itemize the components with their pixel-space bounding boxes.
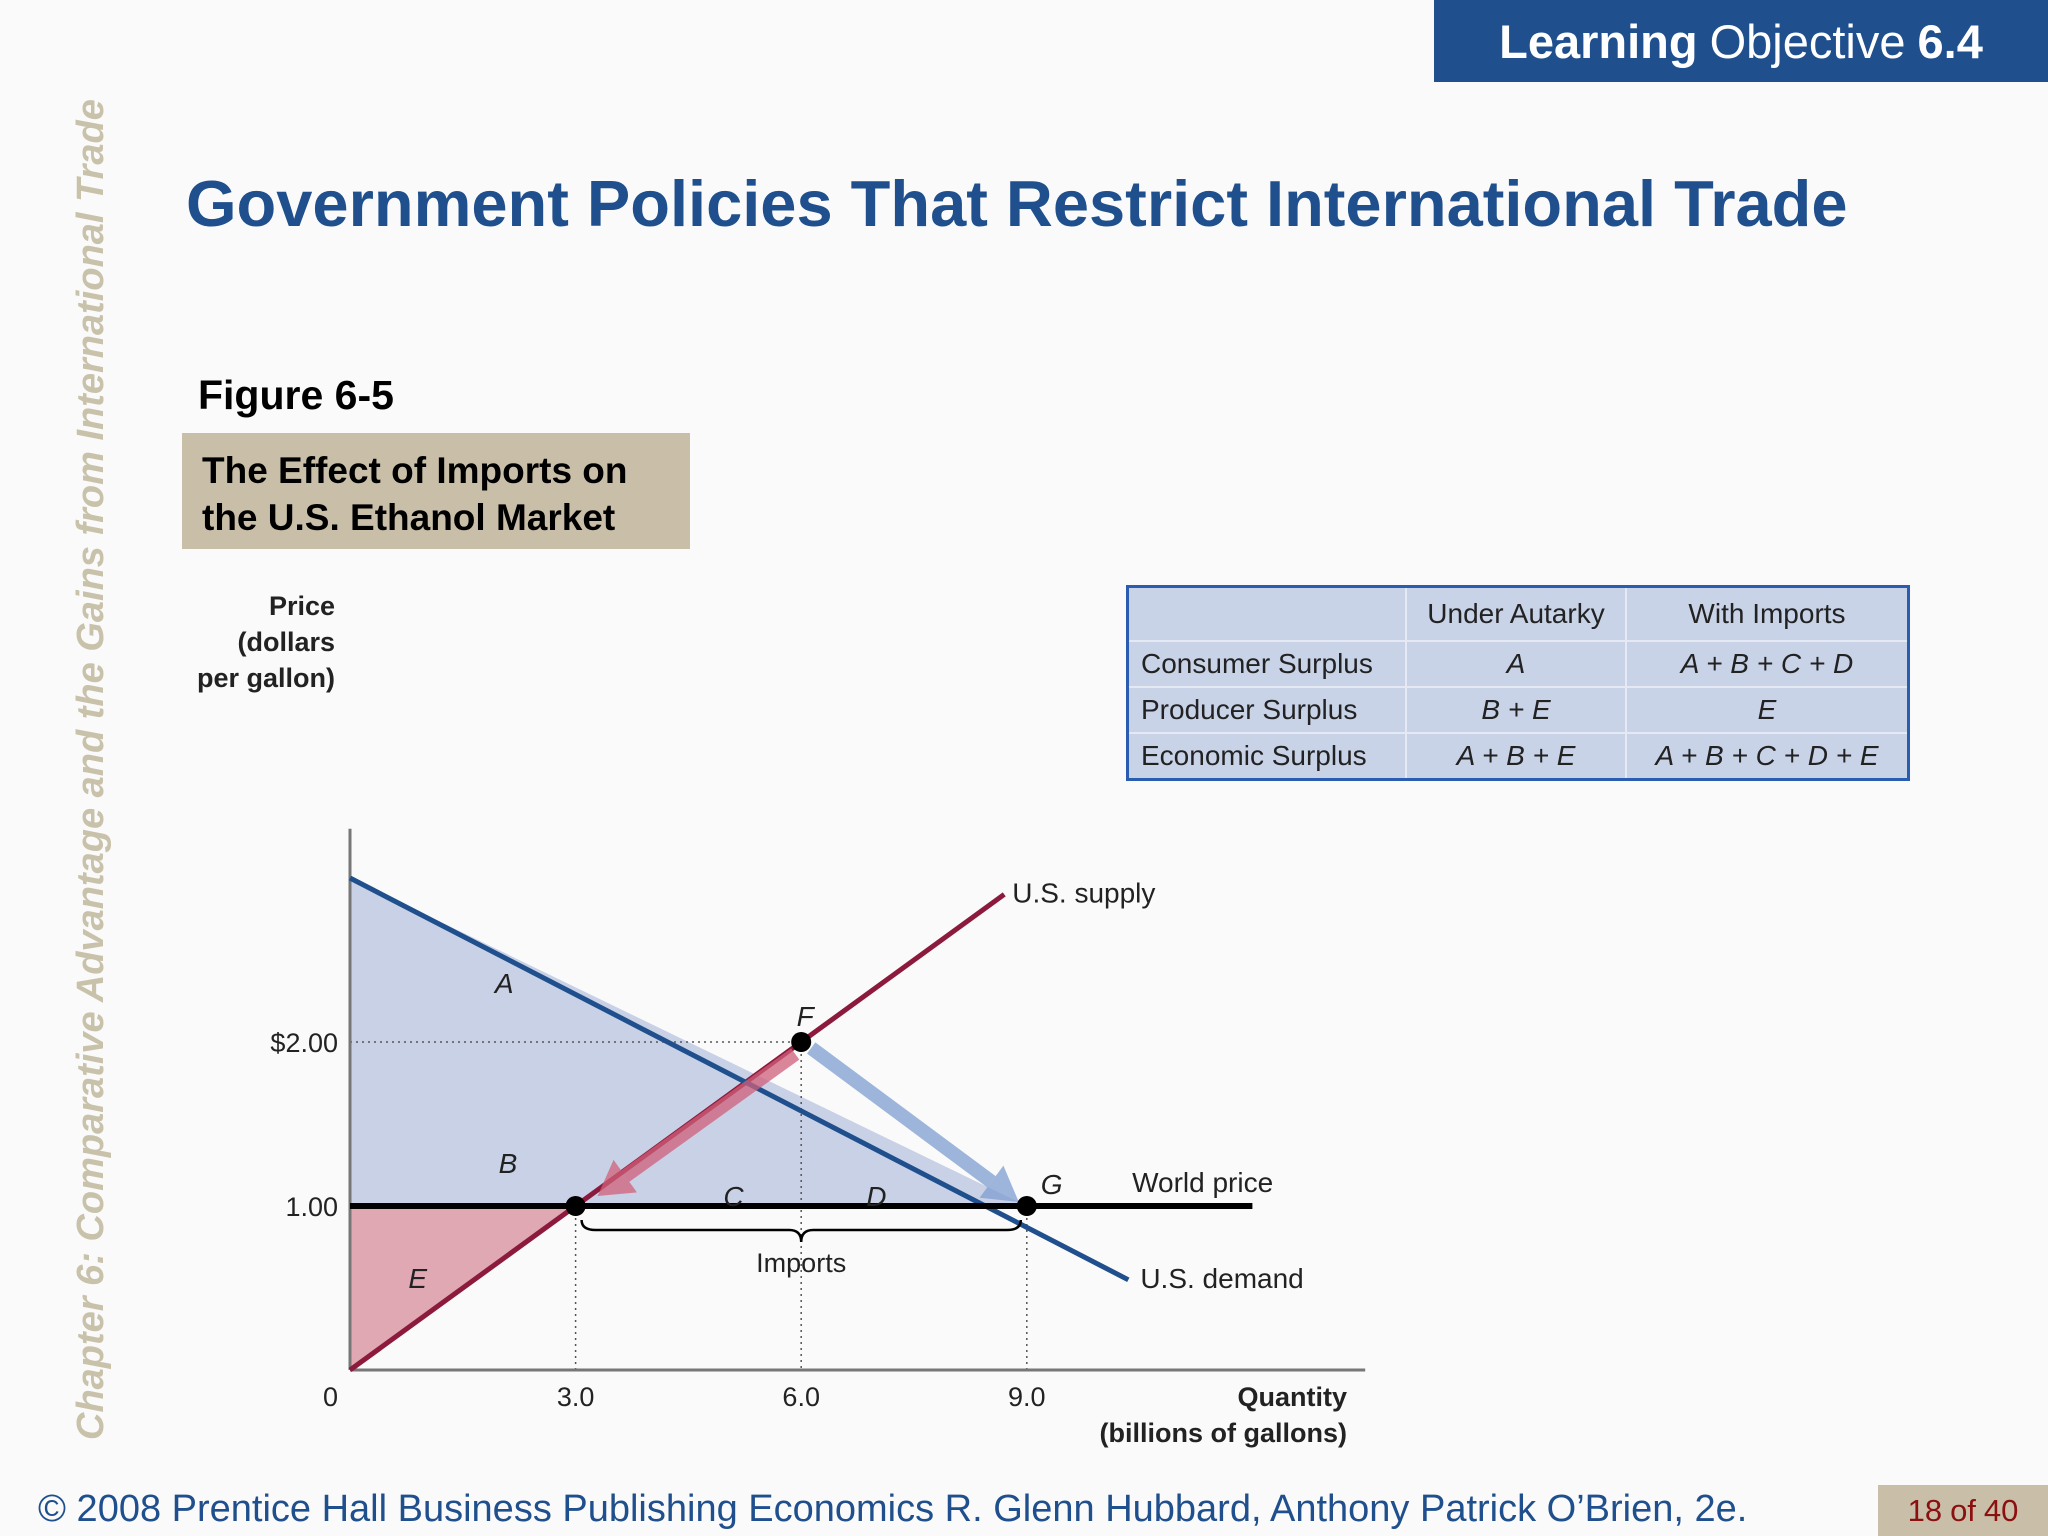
table-header-cell: Under Autarky	[1405, 585, 1627, 642]
equilibrium-point	[1016, 1196, 1037, 1216]
y-axis-title: per gallon)	[197, 663, 335, 693]
supply-move-arrow-head	[597, 1159, 637, 1196]
lo-bold-word: Learning	[1499, 14, 1698, 68]
row-label: Producer Surplus	[1126, 686, 1407, 734]
table-cell: E	[1625, 686, 1910, 734]
table-cell: A + B + C + D	[1625, 640, 1910, 688]
table-cell: A	[1405, 640, 1627, 688]
table-header-row: Under Autarky With Imports	[1126, 585, 1910, 642]
row-label: Economic Surplus	[1126, 732, 1407, 781]
table-row: Economic Surplus A + B + E A + B + C + D…	[1126, 732, 1910, 781]
lo-number: 6.4	[1917, 14, 1983, 68]
page-current: 18	[1907, 1492, 1943, 1528]
x-axis-title: (billions of gallons)	[1100, 1418, 1347, 1448]
caption-line-1: The Effect of Imports on	[202, 450, 628, 491]
figure-caption: The Effect of Imports on the U.S. Ethano…	[182, 433, 690, 549]
consumer-surplus-area	[350, 878, 1027, 1206]
area-label-b: B	[499, 1148, 518, 1179]
slide-title: Government Policies That Restrict Intern…	[186, 167, 1848, 240]
row-label: Consumer Surplus	[1126, 640, 1407, 688]
supply-label: U.S. supply	[1012, 877, 1155, 908]
table-header-cell	[1126, 585, 1407, 642]
demand-label: U.S. demand	[1140, 1263, 1303, 1294]
demand-curve	[348, 875, 1130, 1283]
x-tick-label: 6.0	[782, 1382, 820, 1412]
table-row: Producer Surplus B + E E	[1126, 686, 1910, 734]
y-axis-title: Price	[269, 591, 335, 621]
y-tick-label: 1.00	[285, 1192, 338, 1222]
surplus-table: Under Autarky With Imports Consumer Surp…	[1126, 585, 1910, 781]
page-of: of	[1950, 1492, 1976, 1528]
learning-objective-badge: Learning Objective 6.4	[1434, 0, 2048, 82]
table-cell: B + E	[1405, 686, 1627, 734]
x-tick-label: 3.0	[557, 1382, 595, 1412]
table-cell: A + B + C + D + E	[1625, 732, 1910, 781]
demand-move-arrow	[807, 1042, 996, 1188]
supply-move-arrow	[621, 1048, 800, 1182]
area-label-c: C	[723, 1181, 744, 1212]
table-row: Consumer Surplus A A + B + C + D	[1126, 640, 1910, 688]
y-tick-label: $2.00	[270, 1028, 338, 1058]
figure-number: Figure 6-5	[198, 372, 394, 418]
y-axis-title: (dollars	[237, 627, 335, 657]
equilibrium-point	[791, 1032, 812, 1052]
origin-label: 0	[323, 1382, 338, 1412]
page-indicator: 18 of 40	[1878, 1485, 2048, 1536]
caption-line-2: the U.S. Ethanol Market	[202, 497, 616, 538]
point-f-label: F	[797, 1001, 816, 1032]
area-label-a: A	[493, 968, 514, 999]
equilibrium-point	[565, 1196, 586, 1216]
x-axis-title: Quantity	[1237, 1382, 1347, 1412]
chapter-side-title: Chapter 6: Comparative Advantage and the…	[70, 99, 112, 1440]
imports-label: Imports	[756, 1248, 846, 1278]
table-header-cell: With Imports	[1625, 585, 1910, 642]
area-label-d: D	[866, 1181, 886, 1212]
page-total: 40	[1983, 1492, 2019, 1528]
world-price-label: World price	[1132, 1167, 1273, 1198]
x-tick-label: 9.0	[1008, 1382, 1046, 1412]
point-g-label: G	[1041, 1169, 1063, 1200]
imports-brace	[580, 1219, 1023, 1243]
area-label-e: E	[408, 1263, 427, 1294]
demand-move-arrow-head	[979, 1165, 1019, 1202]
supply-demand-chart: Imports F G A B C D E U.S. supply U.S. demand Worl…	[197, 591, 1366, 1448]
table-cell: A + B + E	[1405, 732, 1627, 781]
footer-copyright: © 2008 Prentice Hall Business Publishing…	[38, 1488, 1748, 1530]
lo-word: Objective	[1709, 14, 1906, 68]
